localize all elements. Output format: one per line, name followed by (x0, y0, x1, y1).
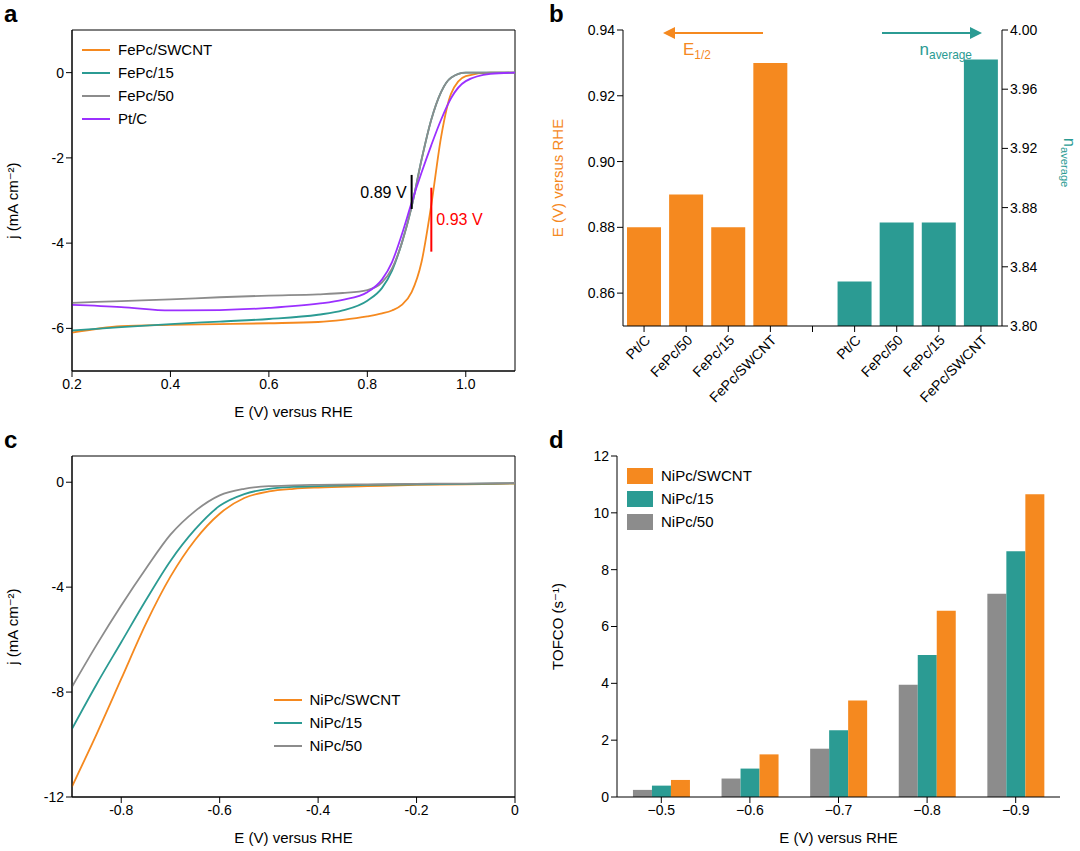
svg-text:−0.7: −0.7 (825, 802, 853, 818)
svg-text:j (mA cm⁻²): j (mA cm⁻²) (8, 588, 21, 665)
svg-text:3.84: 3.84 (1010, 259, 1037, 275)
svg-text:1.0: 1.0 (456, 376, 476, 392)
svg-text:3.92: 3.92 (1010, 140, 1037, 156)
svg-text:−0.9: −0.9 (1002, 802, 1030, 818)
html-text:E1/2: E1/2 (683, 40, 711, 63)
svg-text:0.88: 0.88 (588, 219, 615, 235)
svg-text:−0.5: −0.5 (647, 802, 675, 818)
svg-text:−0.8: −0.8 (913, 802, 941, 818)
svg-text:-0.4: -0.4 (306, 802, 330, 818)
html-text:average: average (1058, 146, 1071, 188)
svg-text:0.6: 0.6 (259, 376, 279, 392)
svg-text:-8: -8 (52, 684, 65, 700)
html-text:FePc/50: FePc/50 (118, 87, 174, 104)
svg-text:j (mA cm⁻²): j (mA cm⁻²) (8, 162, 21, 239)
svg-text:3.80: 3.80 (1010, 318, 1037, 334)
html-text:naverage: naverage (919, 40, 972, 63)
svg-text:Pt/C: Pt/C (623, 332, 654, 363)
html-text:b: b (549, 0, 564, 27)
svg-text:0.4: 0.4 (161, 376, 181, 392)
svg-text:4.00: 4.00 (1010, 22, 1037, 38)
svg-text:10: 10 (593, 505, 609, 521)
svg-text:4: 4 (601, 675, 609, 691)
html-text:NiPc/15: NiPc/15 (309, 714, 362, 731)
svg-text:0.8: 0.8 (358, 376, 378, 392)
svg-text:3.88: 3.88 (1010, 200, 1037, 216)
html-text:d: d (549, 426, 564, 453)
svg-text:6: 6 (601, 618, 609, 634)
svg-text:0.89 V: 0.89 V (360, 184, 407, 201)
svg-text:-6: -6 (52, 320, 65, 336)
svg-text:FePc/SWCNT: FePc/SWCNT (917, 332, 991, 406)
svg-text:FePc/15: FePc/15 (899, 331, 948, 380)
svg-text:E (V) versus RHE: E (V) versus RHE (234, 829, 352, 846)
svg-text:FePc/50: FePc/50 (647, 332, 695, 380)
svg-text:-12: -12 (44, 789, 64, 805)
svg-text:FePc/50: FePc/50 (858, 332, 906, 380)
svg-text:-4: -4 (52, 579, 65, 595)
svg-text:FePc/SWCNT: FePc/SWCNT (706, 332, 780, 406)
html-text:Pt/C: Pt/C (118, 110, 148, 127)
svg-text:FePc/15: FePc/15 (689, 331, 738, 380)
svg-text:E (V) versus RHE: E (V) versus RHE (549, 119, 566, 237)
svg-text:0.93 V: 0.93 V (436, 211, 483, 228)
svg-text:0.92: 0.92 (588, 88, 615, 104)
svg-text:0: 0 (56, 65, 64, 81)
html-text:a: a (4, 0, 18, 27)
svg-text:3.96: 3.96 (1010, 81, 1037, 97)
html-text:c: c (4, 426, 18, 453)
svg-text:8: 8 (601, 562, 609, 578)
svg-text:0.2: 0.2 (62, 376, 82, 392)
svg-text:12: 12 (593, 448, 609, 464)
svg-text:2: 2 (601, 732, 609, 748)
svg-text:0: 0 (601, 789, 609, 805)
svg-text:-4: -4 (52, 235, 65, 251)
html-text:n: n (1061, 138, 1078, 147)
svg-text:-0.6: -0.6 (208, 802, 232, 818)
svg-text:0.86: 0.86 (588, 285, 615, 301)
svg-text:0: 0 (511, 802, 519, 818)
svg-text:TOFCO (s⁻¹): TOFCO (s⁻¹) (549, 583, 566, 670)
svg-text:−0.6: −0.6 (736, 802, 764, 818)
html-text:NiPc/SWCNT: NiPc/SWCNT (661, 467, 752, 484)
svg-text:E (V) versus RHE: E (V) versus RHE (234, 403, 352, 420)
html-text:NiPc/SWCNT: NiPc/SWCNT (309, 691, 401, 708)
svg-text:-0.8: -0.8 (109, 802, 133, 818)
html-text:FePc/SWCNT: FePc/SWCNT (118, 41, 213, 58)
svg-text:-2: -2 (52, 150, 65, 166)
html-text:NiPc/50: NiPc/50 (661, 513, 714, 530)
svg-text:E (V) versus RHE: E (V) versus RHE (779, 829, 897, 846)
svg-text:0: 0 (56, 474, 64, 490)
html-text:NiPc/50: NiPc/50 (309, 737, 362, 754)
html-text:FePc/15: FePc/15 (118, 64, 174, 81)
svg-text:0.94: 0.94 (588, 22, 615, 38)
svg-text:0.90: 0.90 (588, 154, 615, 170)
svg-text:Pt/C: Pt/C (833, 332, 864, 363)
html-text:NiPc/15: NiPc/15 (661, 490, 714, 507)
svg-text:-0.2: -0.2 (404, 802, 428, 818)
